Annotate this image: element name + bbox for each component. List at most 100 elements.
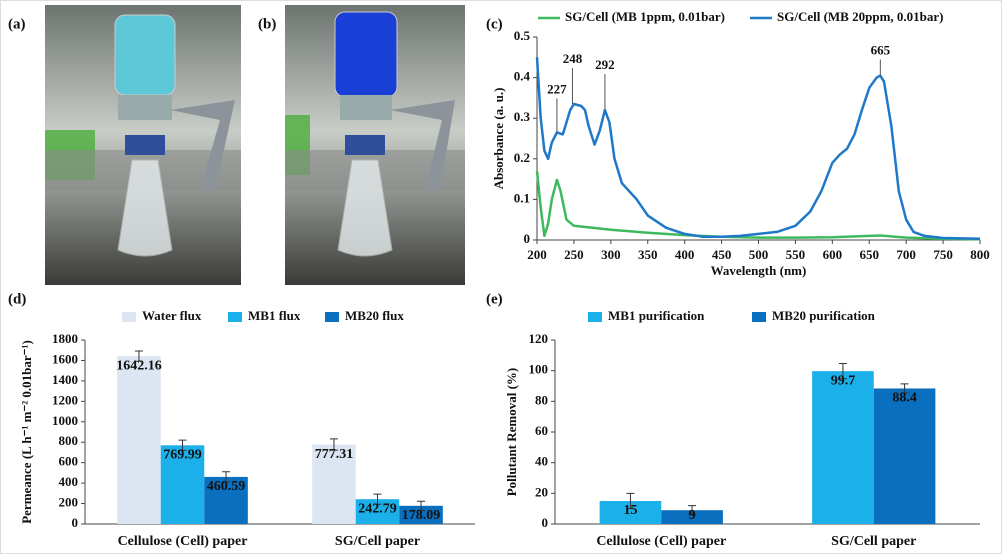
y-tick-label: 600 (59, 454, 79, 469)
bar (204, 476, 248, 524)
legend-label: MB20 purification (772, 308, 876, 323)
y-axis-label: Absorbance (a. u.) (491, 88, 506, 190)
x-tick-label: 500 (749, 247, 769, 262)
y-tick-label: 100 (529, 362, 549, 377)
y-tick-label: 200 (59, 495, 79, 510)
data-label: 242.79 (358, 501, 397, 516)
error-bar (373, 493, 382, 505)
error-bar (688, 505, 697, 516)
legend-label: MB1 purification (608, 308, 705, 323)
y-tick-label: 0.3 (514, 109, 531, 124)
panel-label: (b) (258, 16, 276, 32)
legend-swatch (122, 312, 136, 322)
bar (661, 510, 723, 524)
x-tick-label: 800 (970, 247, 990, 262)
bar (873, 388, 936, 524)
data-label: 1642.16 (116, 358, 162, 373)
x-tick-label: 200 (527, 247, 547, 262)
y-tick-label: 1600 (52, 351, 78, 366)
x-tick-label: 700 (896, 247, 916, 262)
data-label: 777.31 (315, 447, 354, 462)
y-tick-label: 0.1 (514, 190, 530, 205)
photo-a (45, 5, 241, 285)
y-tick-label: 0.4 (514, 69, 531, 84)
x-tick-label: 350 (638, 247, 658, 262)
y-tick-label: 0.2 (514, 150, 530, 165)
error-bar (222, 471, 231, 483)
legend-label: SG/Cell (MB 1ppm, 0.01bar) (565, 9, 725, 24)
error-bar (900, 383, 909, 394)
x-tick-label: 750 (933, 247, 953, 262)
bar (812, 371, 874, 524)
data-label: 88.4 (892, 391, 917, 406)
error-bar (417, 500, 426, 511)
x-tick-label: 650 (860, 247, 880, 262)
data-label: 9 (689, 508, 696, 523)
bar (312, 444, 356, 524)
error-bar (626, 492, 635, 510)
line-series (535, 57, 981, 241)
legend-swatch (752, 312, 766, 322)
annotation: 248 (563, 51, 583, 66)
y-tick-label: 0 (72, 515, 79, 530)
legend-label: MB20 flux (345, 308, 404, 323)
y-tick-label: 120 (529, 331, 549, 346)
y-tick-label: 40 (535, 454, 548, 469)
error-bar (838, 362, 847, 380)
y-tick-label: 80 (535, 392, 548, 407)
x-tick-label: SG/Cell paper (831, 534, 916, 549)
annotation: 665 (871, 43, 891, 58)
panel-label: (e) (486, 291, 503, 307)
legend-label: Water flux (142, 308, 202, 323)
y-tick-label: 1800 (52, 331, 78, 346)
x-tick-label: 400 (675, 247, 695, 262)
error-bar (134, 350, 143, 362)
y-tick-label: 60 (535, 423, 548, 438)
data-label: 460.59 (207, 479, 246, 494)
y-axis-label: Permeance (L h⁻¹ m⁻² 0.01bar⁻¹) (19, 340, 34, 524)
y-tick-label: 0 (542, 515, 549, 530)
annotation: 227 (547, 81, 567, 96)
legend-label: MB1 flux (248, 308, 301, 323)
legend-swatch (588, 312, 602, 322)
y-tick-label: 0 (524, 231, 531, 246)
x-tick-label: SG/Cell paper (335, 534, 420, 549)
bar (117, 356, 161, 524)
y-tick-label: 1200 (52, 392, 78, 407)
data-label: 99.7 (831, 373, 856, 388)
data-label: 178.09 (402, 508, 441, 523)
bar (399, 505, 443, 524)
error-bar (329, 438, 338, 451)
line-series (535, 170, 981, 241)
x-tick-label: 300 (601, 247, 621, 262)
x-axis-label: Wavelength (nm) (711, 263, 807, 278)
x-tick-label: Cellulose (Cell) paper (596, 534, 726, 549)
legend-label: SG/Cell (MB 20ppm, 0.01bar) (777, 9, 943, 24)
data-label: 769.99 (163, 448, 202, 463)
bar (160, 445, 205, 524)
y-tick-label: 400 (59, 474, 79, 489)
error-bar (178, 439, 187, 451)
y-tick-label: 1400 (52, 372, 78, 387)
y-tick-label: 0.5 (514, 28, 531, 43)
data-label: 15 (623, 503, 637, 518)
panel-label: (a) (8, 16, 26, 32)
photo-b (285, 5, 465, 285)
panel-label: (d) (8, 291, 26, 307)
x-tick-label: 250 (564, 247, 584, 262)
legend-swatch (325, 312, 339, 322)
annotation: 292 (595, 57, 615, 72)
y-tick-label: 1000 (52, 413, 78, 428)
y-tick-label: 20 (535, 484, 548, 499)
x-tick-label: 450 (712, 247, 732, 262)
x-tick-label: Cellulose (Cell) paper (118, 534, 248, 549)
panel-label: (c) (486, 16, 503, 32)
legend-swatch (228, 312, 242, 322)
x-tick-label: 550 (786, 247, 806, 262)
y-tick-label: 800 (59, 433, 79, 448)
y-axis-label: Pollutant Removal (%) (504, 368, 519, 497)
bar (599, 501, 662, 524)
x-tick-label: 600 (823, 247, 843, 262)
